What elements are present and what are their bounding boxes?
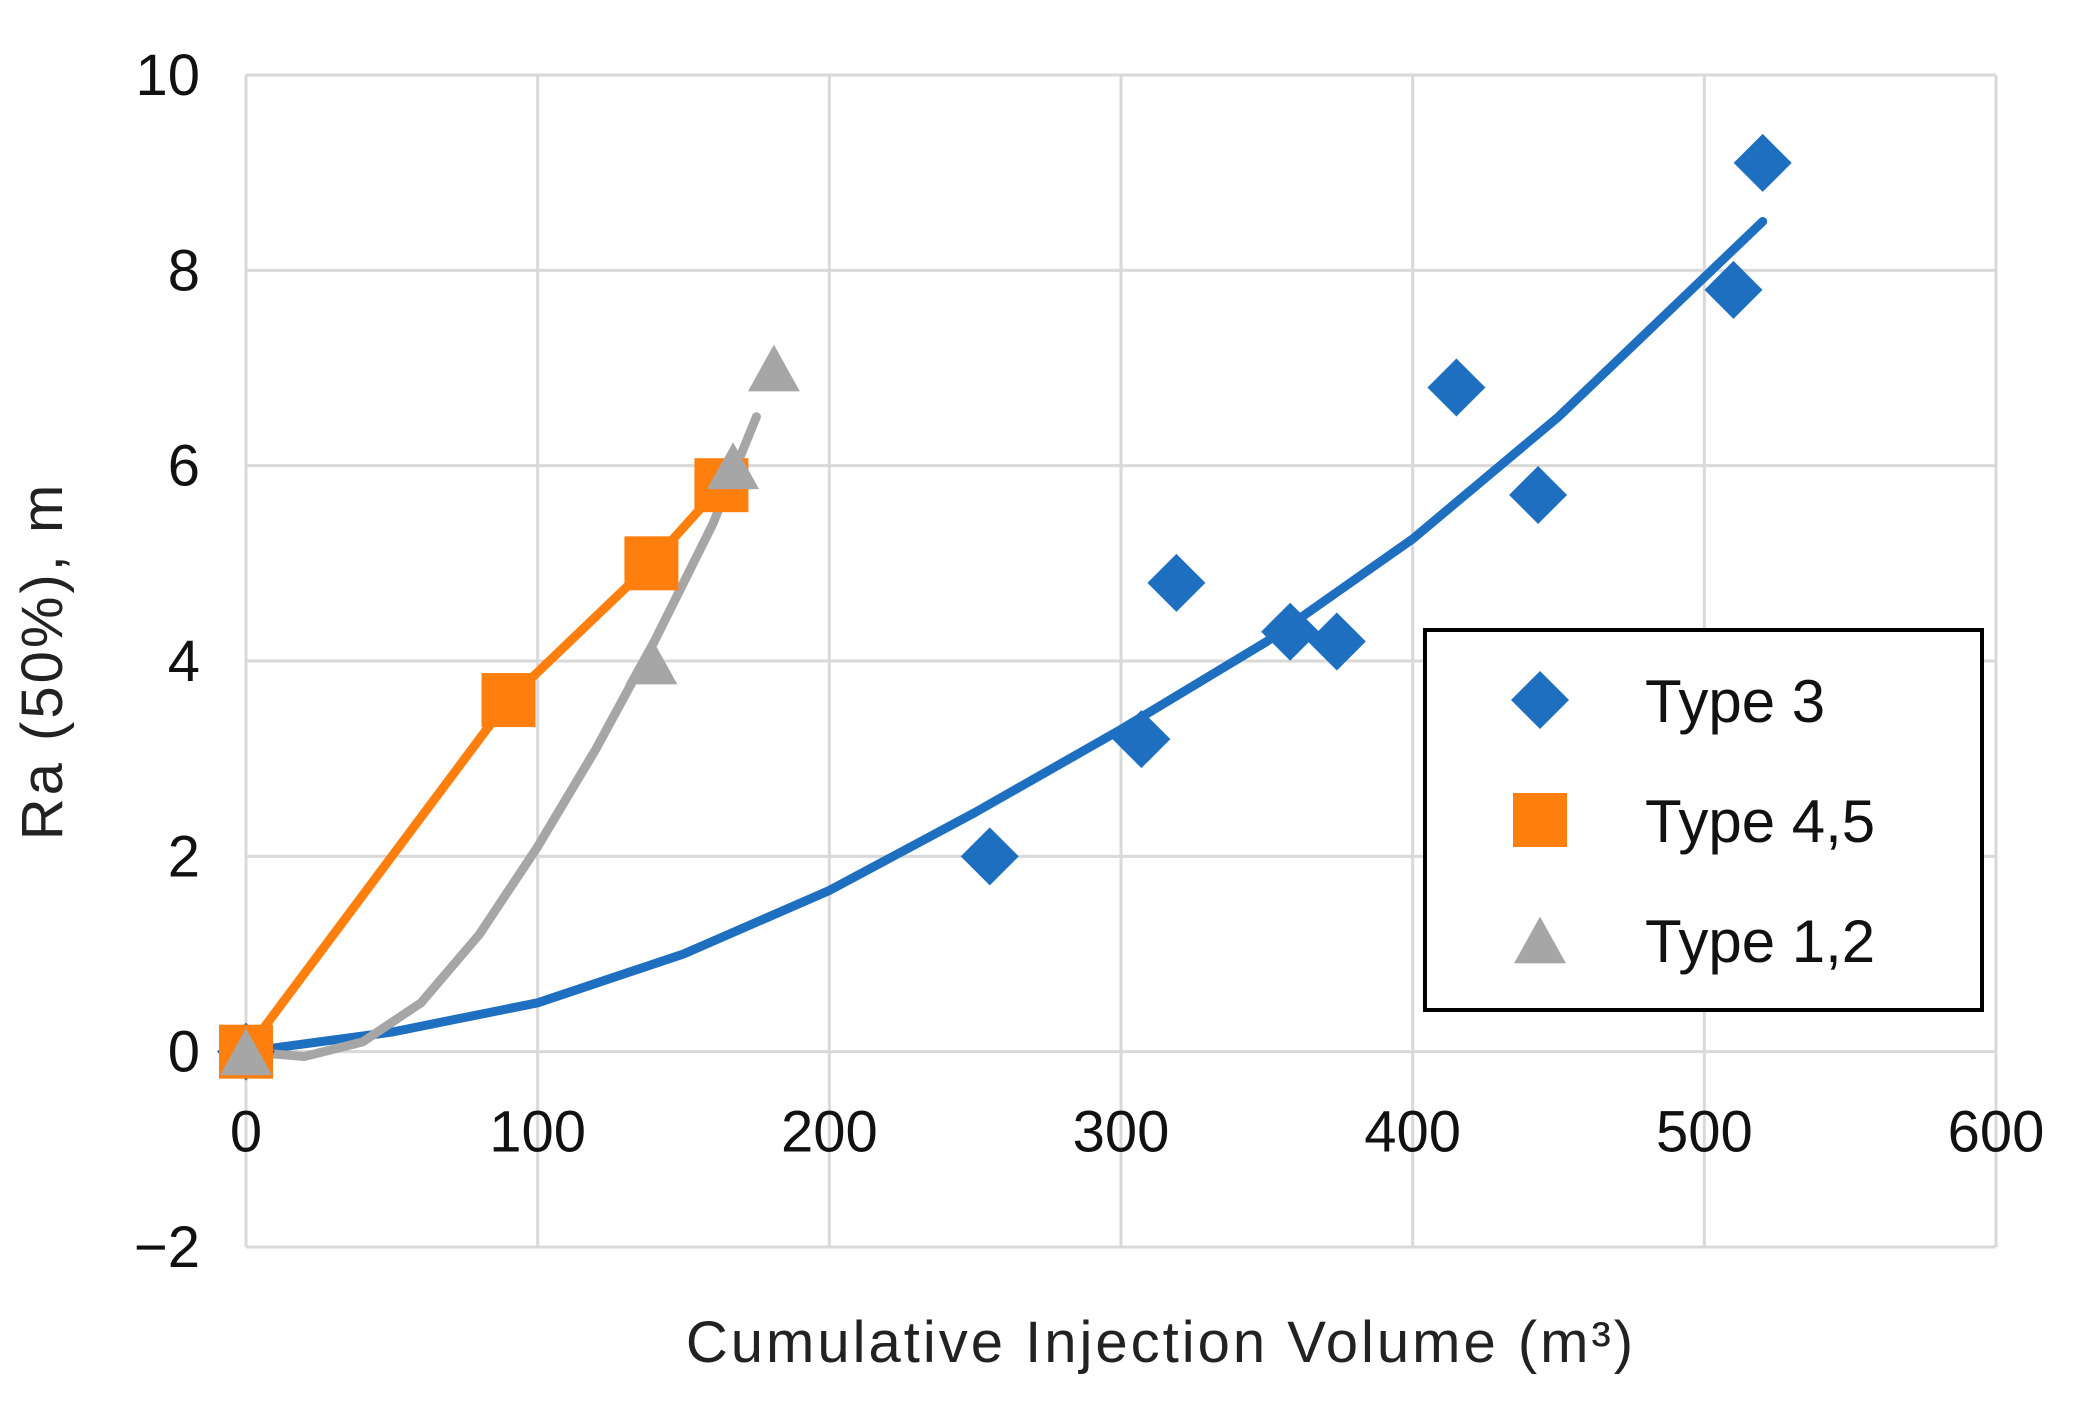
y-tick-label: 0 (168, 1020, 200, 1085)
data-point-type-3 (1509, 465, 1568, 524)
data-point-type-1-2 (220, 1028, 272, 1076)
x-tick-label: 600 (1948, 1100, 2045, 1165)
data-point-type-3 (1733, 133, 1792, 192)
legend-marker-type-4-5 (1513, 793, 1567, 847)
y-tick-label: 6 (168, 434, 200, 499)
x-tick-label: 100 (489, 1100, 586, 1165)
data-point-type-3 (960, 827, 1019, 886)
y-tick-label: 10 (135, 43, 200, 108)
y-tick-label: 2 (168, 824, 200, 889)
data-point-type-1-2 (747, 344, 800, 392)
trend-line-type-3 (241, 217, 1768, 1057)
y-tick-label: 8 (168, 238, 200, 303)
data-point-type-3 (1147, 553, 1206, 612)
y-axis-title: Ra (50%), m (10, 482, 75, 841)
data-point-type-3 (1427, 358, 1486, 417)
data-point-type-3 (1307, 612, 1366, 671)
x-tick-label: 500 (1656, 1100, 1753, 1165)
data-point-type-1-2 (707, 442, 760, 490)
legend-label-type-3: Type 3 (1645, 668, 1825, 735)
x-tick-label: 300 (1073, 1100, 1170, 1165)
y-tick-label: −2 (134, 1215, 200, 1280)
legend-marker-type-3 (1511, 671, 1569, 729)
legend-marker-type-1-2 (1514, 916, 1566, 964)
trend-line-type-1-2 (241, 412, 761, 1061)
x-tick-label: 0 (230, 1100, 262, 1165)
x-axis-title: Cumulative Injection Volume (m³) (686, 1310, 1636, 1375)
data-point-type-3 (1112, 710, 1171, 769)
legend: Type 3 Type 4,5 Type 1,2 (1423, 628, 1984, 1012)
legend-label-type-4-5: Type 4,5 (1645, 788, 1875, 855)
tick-labels: 0 100 200 300 400 500 600 −2 0 2 4 6 8 10 (134, 43, 2045, 1280)
data-point-type-1-2 (625, 637, 678, 685)
data-point-type-3 (1261, 602, 1320, 661)
data-point-type-4-5 (624, 536, 679, 591)
data-point-type-3 (1704, 260, 1763, 319)
data-point-type-4-5 (481, 673, 536, 728)
y-tick-label: 4 (168, 629, 200, 694)
trend-lines (241, 217, 1768, 1061)
trend-line-type-4-5 (241, 480, 726, 1057)
legend-label-type-1-2: Type 1,2 (1645, 908, 1875, 975)
data-markers (217, 133, 1792, 1081)
x-tick-label: 200 (781, 1100, 878, 1165)
x-tick-label: 400 (1364, 1100, 1461, 1165)
